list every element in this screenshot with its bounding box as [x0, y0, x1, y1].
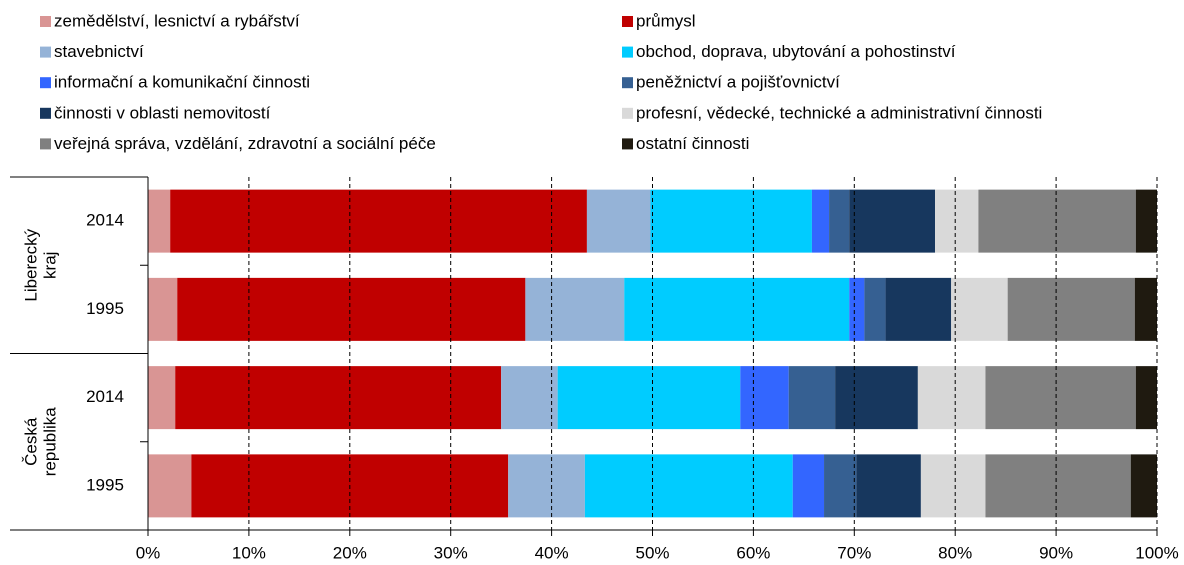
- bar-segment: [1135, 366, 1157, 430]
- x-tick-label: 80%: [938, 543, 972, 562]
- y-tick-label: 2014: [86, 211, 124, 230]
- bar-segment: [557, 366, 741, 430]
- bar-segment: [148, 277, 178, 341]
- x-tick-label: 10%: [232, 543, 266, 562]
- bar-segment: [148, 366, 176, 430]
- group-label: Libereckýkraj: [22, 228, 60, 301]
- bar-segment: [584, 454, 793, 518]
- x-tick-label: 20%: [333, 543, 367, 562]
- x-tick-label: 70%: [837, 543, 871, 562]
- bar-segment: [170, 189, 587, 253]
- bar-segment: [829, 189, 850, 253]
- bar-segment: [1134, 277, 1157, 341]
- legend-label: ostatní činnosti: [636, 134, 749, 153]
- bar-segment: [985, 454, 1131, 518]
- legend-label: průmysl: [636, 11, 696, 30]
- legend-swatch: [40, 46, 51, 58]
- bar-segment: [856, 454, 921, 518]
- x-tick-label: 60%: [736, 543, 770, 562]
- legend-swatch: [622, 138, 633, 150]
- bar-segment: [624, 277, 850, 341]
- bar-segment: [849, 189, 936, 253]
- bar-segment: [935, 189, 979, 253]
- bar-segment: [951, 277, 1008, 341]
- bar-segment: [849, 277, 865, 341]
- legend-label: stavebnictví: [54, 42, 144, 61]
- bar-segment: [985, 366, 1136, 430]
- legend-swatch: [622, 16, 633, 27]
- y-tick-label: 1995: [86, 475, 124, 494]
- bar-segment: [175, 366, 502, 430]
- legend-label: informační a komunikační činnosti: [54, 73, 310, 92]
- group-label-line: Česká: [22, 417, 41, 466]
- y-tick-label: 1995: [86, 299, 124, 318]
- bar-segment: [864, 277, 886, 341]
- bar-segment: [177, 277, 526, 341]
- legend-swatch: [622, 46, 633, 58]
- x-tick-label: 40%: [535, 543, 569, 562]
- legend-label: profesní, vědecké, technické a administr…: [636, 103, 1042, 122]
- legend-label: peněžnictví a pojišťovnictví: [636, 73, 840, 92]
- bar-segment: [824, 454, 857, 518]
- bar-segment: [835, 366, 918, 430]
- x-tick-label: 0%: [136, 543, 161, 562]
- bar-segment: [650, 189, 812, 253]
- x-tick-label: 90%: [1039, 543, 1073, 562]
- bar-segment: [885, 277, 952, 341]
- group-label-line: kraj: [41, 252, 60, 279]
- bar-segment: [525, 277, 625, 341]
- bar-segment: [917, 366, 986, 430]
- bar-segment: [788, 366, 836, 430]
- y-tick-label: 2014: [86, 387, 124, 406]
- group-label-line: republika: [41, 407, 60, 477]
- legend-swatch: [622, 77, 633, 89]
- legend-swatch: [40, 77, 51, 89]
- bar-segment: [508, 454, 585, 518]
- bar-segment: [586, 189, 651, 253]
- x-tick-label: 30%: [434, 543, 468, 562]
- legend-swatch: [40, 138, 51, 150]
- bar-segment: [148, 454, 192, 518]
- legend-label: obchod, doprava, ubytování a pohostinstv…: [636, 42, 956, 61]
- bar-segment: [740, 366, 789, 430]
- legend-label: veřejná správa, vzdělání, zdravotní a so…: [54, 134, 436, 153]
- bar-segment: [811, 189, 830, 253]
- group-label: Českárepublika: [22, 407, 60, 477]
- bar-segment: [501, 366, 558, 430]
- legend-swatch: [40, 107, 51, 119]
- group-label-line: Liberecký: [22, 228, 41, 301]
- x-tick-label: 100%: [1135, 543, 1178, 562]
- bar-segment: [1007, 277, 1135, 341]
- legend-label: činnosti v oblasti nemovitostí: [54, 103, 271, 122]
- bar-segment: [792, 454, 825, 518]
- legend-swatch: [622, 107, 633, 119]
- x-tick-label: 50%: [635, 543, 669, 562]
- legend-label: zemědělství, lesnictví a rybářství: [54, 11, 300, 30]
- legend-swatch: [40, 16, 51, 27]
- bar-segment: [148, 189, 171, 253]
- bar-segment: [920, 454, 986, 518]
- bar-segment: [1130, 454, 1157, 518]
- bar-segment: [978, 189, 1136, 253]
- bar-segment: [1135, 189, 1157, 253]
